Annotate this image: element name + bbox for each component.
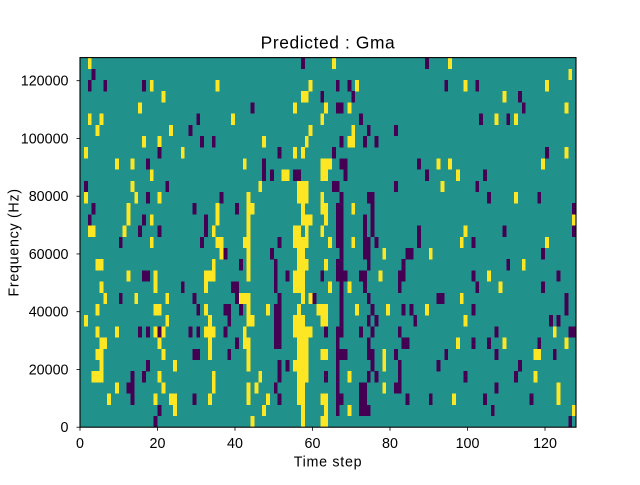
svg-text:40000: 40000 bbox=[29, 305, 69, 321]
svg-text:60: 60 bbox=[305, 436, 321, 452]
svg-text:20000: 20000 bbox=[29, 362, 69, 378]
svg-text:120000: 120000 bbox=[21, 74, 69, 90]
svg-text:60000: 60000 bbox=[29, 247, 69, 263]
svg-text:80000: 80000 bbox=[29, 189, 69, 205]
svg-text:Predicted : Gma: Predicted : Gma bbox=[261, 32, 396, 52]
svg-text:120: 120 bbox=[533, 436, 557, 452]
svg-text:Frequency (Hz): Frequency (Hz) bbox=[7, 188, 23, 296]
svg-text:0: 0 bbox=[61, 420, 69, 436]
svg-text:100000: 100000 bbox=[21, 131, 69, 147]
svg-text:100: 100 bbox=[456, 436, 480, 452]
svg-text:40: 40 bbox=[227, 436, 243, 452]
svg-text:Time step: Time step bbox=[294, 455, 363, 471]
svg-text:20: 20 bbox=[150, 436, 166, 452]
svg-text:0: 0 bbox=[76, 436, 84, 452]
svg-text:80: 80 bbox=[382, 436, 398, 452]
